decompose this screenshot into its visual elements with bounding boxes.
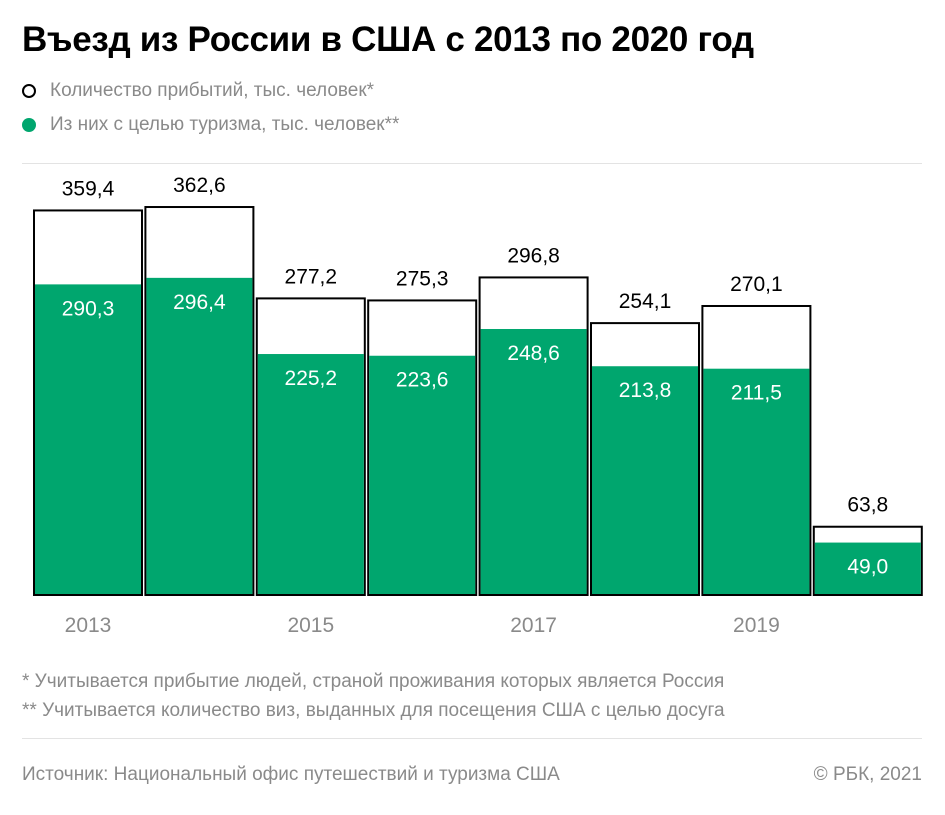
bar-tourism [369, 355, 476, 594]
legend-tourism-label: Из них с целью туризма, тыс. человек** [50, 114, 400, 135]
data-label-total: 362,6 [173, 174, 226, 197]
bar-tourism [35, 284, 141, 594]
copyright-note: © РБК, 2021 [813, 764, 922, 785]
data-label-total: 275,3 [396, 267, 449, 290]
top-divider [22, 163, 922, 164]
data-label-total: 270,1 [730, 273, 783, 296]
bar-tourism [703, 368, 810, 594]
bar-tourism [814, 542, 921, 594]
data-label-tourism: 211,5 [731, 382, 782, 405]
data-label-total: 359,4 [62, 177, 115, 200]
data-label-total: 63,8 [847, 494, 888, 517]
data-label-total: 277,2 [285, 265, 338, 288]
bottom-divider [22, 738, 922, 739]
data-label-total: 254,1 [619, 290, 672, 313]
x-tick-label: 2019 [733, 614, 780, 637]
legend-outline-circle-icon [22, 84, 36, 98]
data-label-tourism: 296,4 [173, 291, 226, 314]
data-label-total: 296,8 [507, 244, 560, 267]
legend-filled-circle-icon [22, 118, 36, 132]
x-tick-label: 2017 [510, 614, 557, 637]
source-note: Источник: Национальный офис путешествий … [22, 764, 560, 785]
data-label-tourism: 248,6 [507, 342, 560, 365]
bar-tourism [257, 354, 364, 594]
bar-tourism [480, 328, 587, 594]
legend-total-label: Количество прибытий, тыс. человек* [50, 80, 375, 101]
data-label-tourism: 213,8 [619, 379, 672, 402]
footnote-visas: ** Учитывается количество виз, выданных … [22, 700, 725, 721]
footnote-arrivals: * Учитывается прибытие людей, страной пр… [22, 671, 725, 692]
x-tick-label: 2015 [287, 614, 334, 637]
data-label-tourism: 290,3 [62, 297, 115, 320]
x-tick-label: 2013 [65, 614, 112, 637]
legend-item-total: Количество прибытий, тыс. человек* [22, 80, 374, 102]
chart-title: Въезд из России в США с 2013 по 2020 год [22, 20, 754, 59]
data-label-tourism: 225,2 [285, 367, 338, 390]
bar-tourism [592, 366, 698, 594]
bar-tourism [146, 277, 253, 594]
bar-chart: 359,4 290,3 2013 362,6 296,4 277,2 225,2 2015 27… [33, 174, 923, 637]
legend-item-tourism: Из них с целью туризма, тыс. человек** [22, 114, 399, 136]
data-label-tourism: 49,0 [847, 556, 888, 579]
data-label-tourism: 223,6 [396, 369, 449, 392]
